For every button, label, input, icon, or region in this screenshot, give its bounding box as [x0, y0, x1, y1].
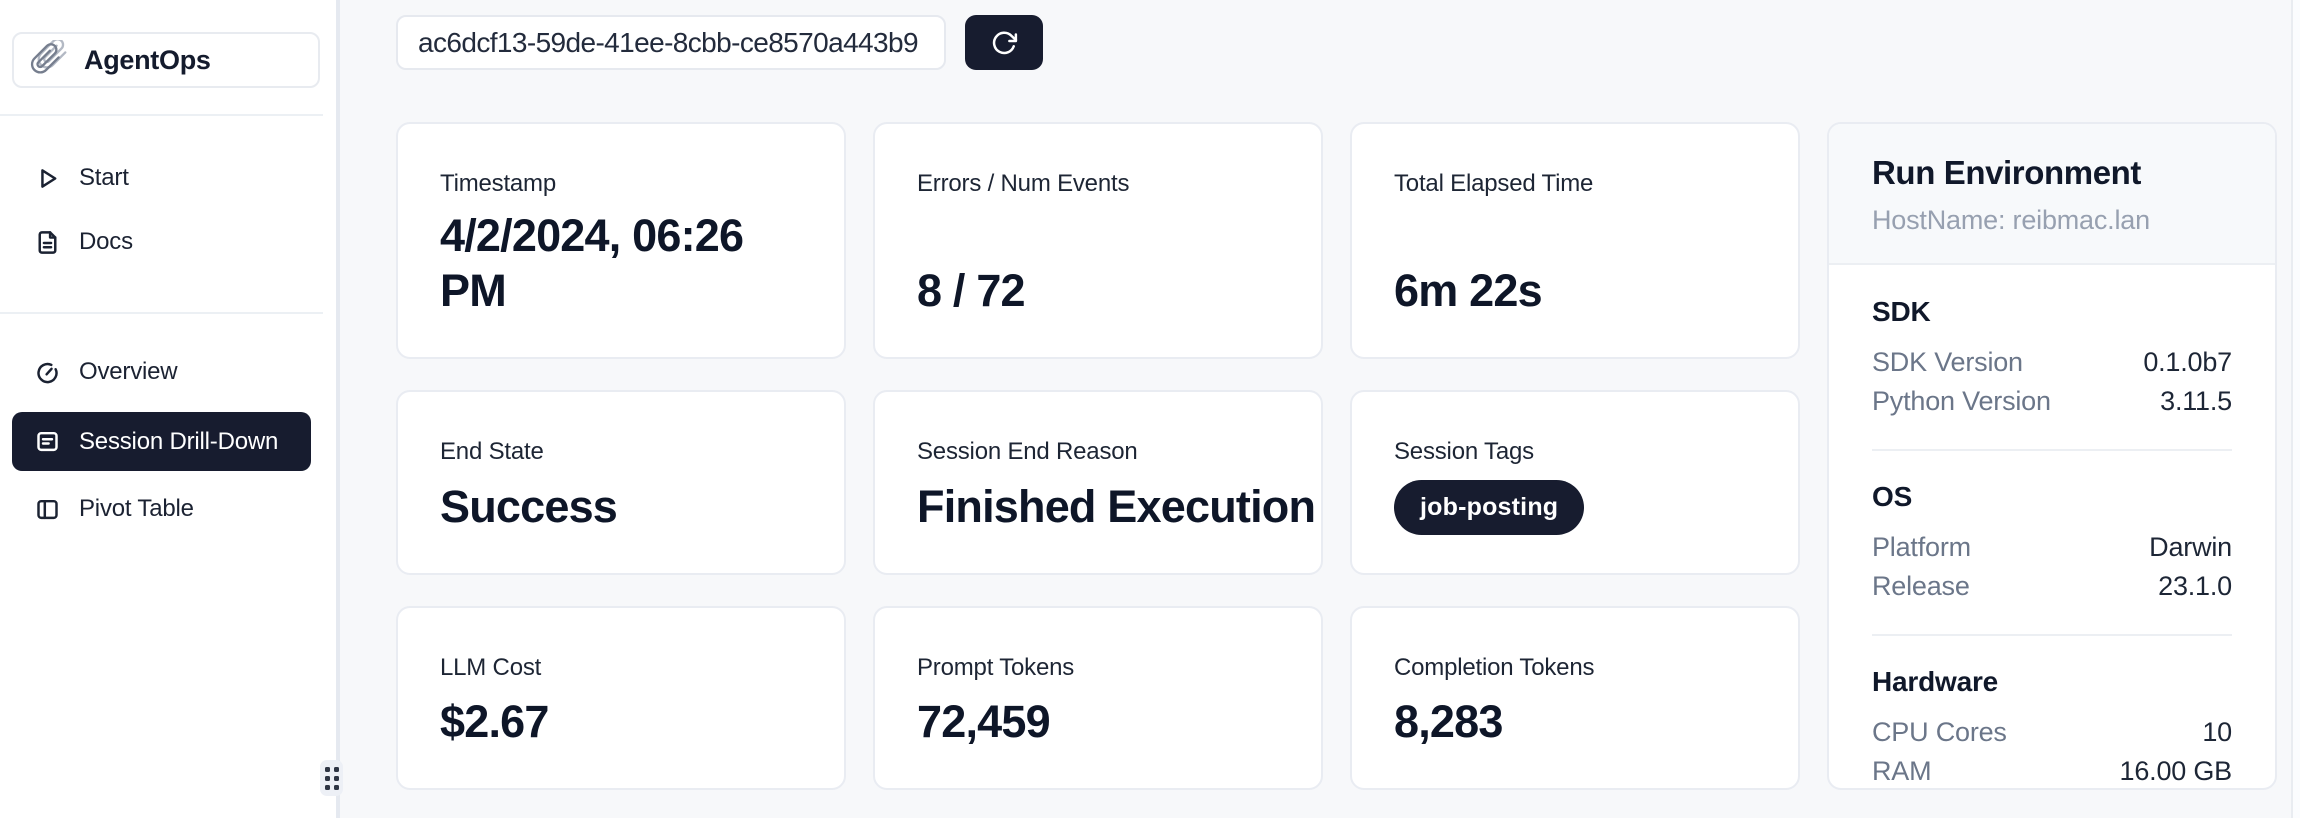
env-row-label: Platform	[1872, 532, 1971, 562]
env-row-label: RAM	[1872, 756, 1932, 786]
sidebar-nav-main: Overview Session Drill-Down Pivot Table	[0, 314, 336, 533]
sidebar-item-label: Session Drill-Down	[79, 427, 279, 455]
sidebar-divider	[0, 114, 323, 116]
sidebar-item-label: Start	[79, 164, 129, 191]
metric-label: Completion Tokens	[1394, 654, 1595, 681]
metrics-grid: Timestamp 4/2/2024, 06:26 PM Errors / Nu…	[396, 122, 2300, 790]
env-row: Release 23.1.0	[1872, 567, 2232, 606]
env-row-label: Python Version	[1872, 386, 2051, 416]
metric-value: Finished Execution	[917, 481, 1316, 533]
env-row-label: Release	[1872, 571, 1970, 601]
metric-card-errors: Errors / Num Events 8 / 72	[873, 122, 1323, 359]
metric-card-completion-tokens: Completion Tokens 8,283	[1350, 606, 1800, 790]
env-row-value: 10	[2202, 717, 2232, 747]
metric-card-end-state: End State Success	[396, 390, 846, 575]
brand-name: AgentOps	[84, 44, 211, 75]
env-row: Platform Darwin	[1872, 528, 2232, 567]
sidebar: AgentOps Start Docs	[0, 0, 343, 818]
metric-value: 6m 22s	[1394, 265, 1543, 317]
main-content: Timestamp 4/2/2024, 06:26 PM Errors / Nu…	[340, 0, 2300, 818]
metric-card-end-reason: Session End Reason Finished Execution	[873, 390, 1323, 575]
metric-label: LLM Cost	[440, 654, 542, 681]
metric-card-timestamp: Timestamp 4/2/2024, 06:26 PM	[396, 122, 846, 359]
sidebar-item-pivot-table[interactable]: Pivot Table	[12, 485, 311, 533]
env-row-label: SDK Version	[1872, 347, 2023, 377]
env-section-heading-os: OS	[1872, 481, 1913, 512]
metric-card-prompt-tokens: Prompt Tokens 72,459	[873, 606, 1323, 790]
metric-value: $2.67	[440, 696, 549, 748]
sidebar-item-label: Docs	[79, 228, 133, 255]
refresh-button[interactable]	[965, 15, 1043, 70]
metric-card-llm-cost: LLM Cost $2.67	[396, 606, 846, 790]
sidebar-item-start[interactable]: Start	[12, 154, 311, 202]
metric-value: 8 / 72	[917, 265, 1026, 317]
sidebar-item-docs[interactable]: Docs	[12, 218, 311, 266]
sidebar-item-session-drill-down[interactable]: Session Drill-Down	[12, 412, 311, 471]
metric-label: End State	[440, 438, 544, 465]
metric-label: Timestamp	[440, 170, 556, 197]
sidebar-nav-top: Start Docs	[0, 116, 336, 312]
run-environment-panel: Run Environment HostName: reibmac.lan SD…	[1827, 122, 2277, 790]
env-row: Python Version 3.11.5	[1872, 382, 2232, 421]
env-row: RAM 16.00 GB	[1872, 752, 2233, 788]
metric-card-elapsed-time: Total Elapsed Time 6m 22s	[1350, 122, 1800, 359]
env-row-label: CPU Cores	[1872, 717, 2007, 747]
session-tag-badge: job-posting	[1394, 480, 1585, 535]
metric-label: Session Tags	[1394, 438, 1534, 465]
metric-card-session-tags: Session Tags job-posting	[1350, 390, 1800, 575]
session-query-row	[396, 15, 2300, 70]
sidebar-item-overview[interactable]: Overview	[12, 348, 311, 396]
play-icon	[41, 168, 57, 188]
env-row: SDK Version 0.1.0b7	[1872, 343, 2232, 382]
sidebar-item-label: Overview	[79, 358, 178, 385]
sidebar-divider	[0, 312, 323, 314]
env-row-value: 3.11.5	[2160, 386, 2232, 416]
run-environment-title: Run Environment	[1872, 154, 2142, 191]
metric-value: 4/2/2024, 06:26 PM	[440, 210, 744, 317]
session-id-input[interactable]	[396, 15, 946, 70]
metric-label: Errors / Num Events	[917, 170, 1130, 197]
sidebar-resize-handle[interactable]	[320, 760, 343, 796]
env-row: CPU Cores 10	[1872, 713, 2232, 752]
env-section-heading-hardware: Hardware	[1872, 666, 1999, 697]
document-icon	[38, 230, 57, 254]
env-divider	[1872, 634, 2232, 636]
refresh-icon	[992, 31, 1018, 54]
metric-label: Total Elapsed Time	[1394, 170, 1594, 197]
env-row-value: 23.1.0	[2158, 571, 2232, 601]
sidebar-item-label: Pivot Table	[79, 495, 194, 522]
session-list-icon	[37, 431, 58, 452]
brand-logo[interactable]: AgentOps	[12, 32, 320, 88]
paperclips-icon	[30, 40, 67, 74]
scrollbar-track[interactable]	[2291, 0, 2300, 818]
env-row-value: Darwin	[2149, 532, 2232, 562]
hostname-text: HostName: reibmac.lan	[1872, 205, 2150, 235]
env-row-value: 16.00 GB	[2119, 756, 2233, 786]
run-environment-body: SDK SDK Version 0.1.0b7 Python Version 3…	[1829, 265, 2275, 788]
metric-label: Session End Reason	[917, 438, 1138, 465]
metric-value: 8,283	[1394, 696, 1503, 748]
metric-value: 72,459	[917, 696, 1051, 748]
env-section-heading-sdk: SDK	[1872, 296, 1931, 327]
env-row-value: 0.1.0b7	[2143, 347, 2232, 377]
env-divider	[1872, 449, 2232, 451]
split-panel-icon	[37, 499, 58, 519]
metric-label: Prompt Tokens	[917, 654, 1075, 681]
metric-value: Success	[440, 481, 618, 533]
run-environment-header: Run Environment HostName: reibmac.lan	[1829, 124, 2275, 265]
gauge-icon	[37, 362, 58, 383]
